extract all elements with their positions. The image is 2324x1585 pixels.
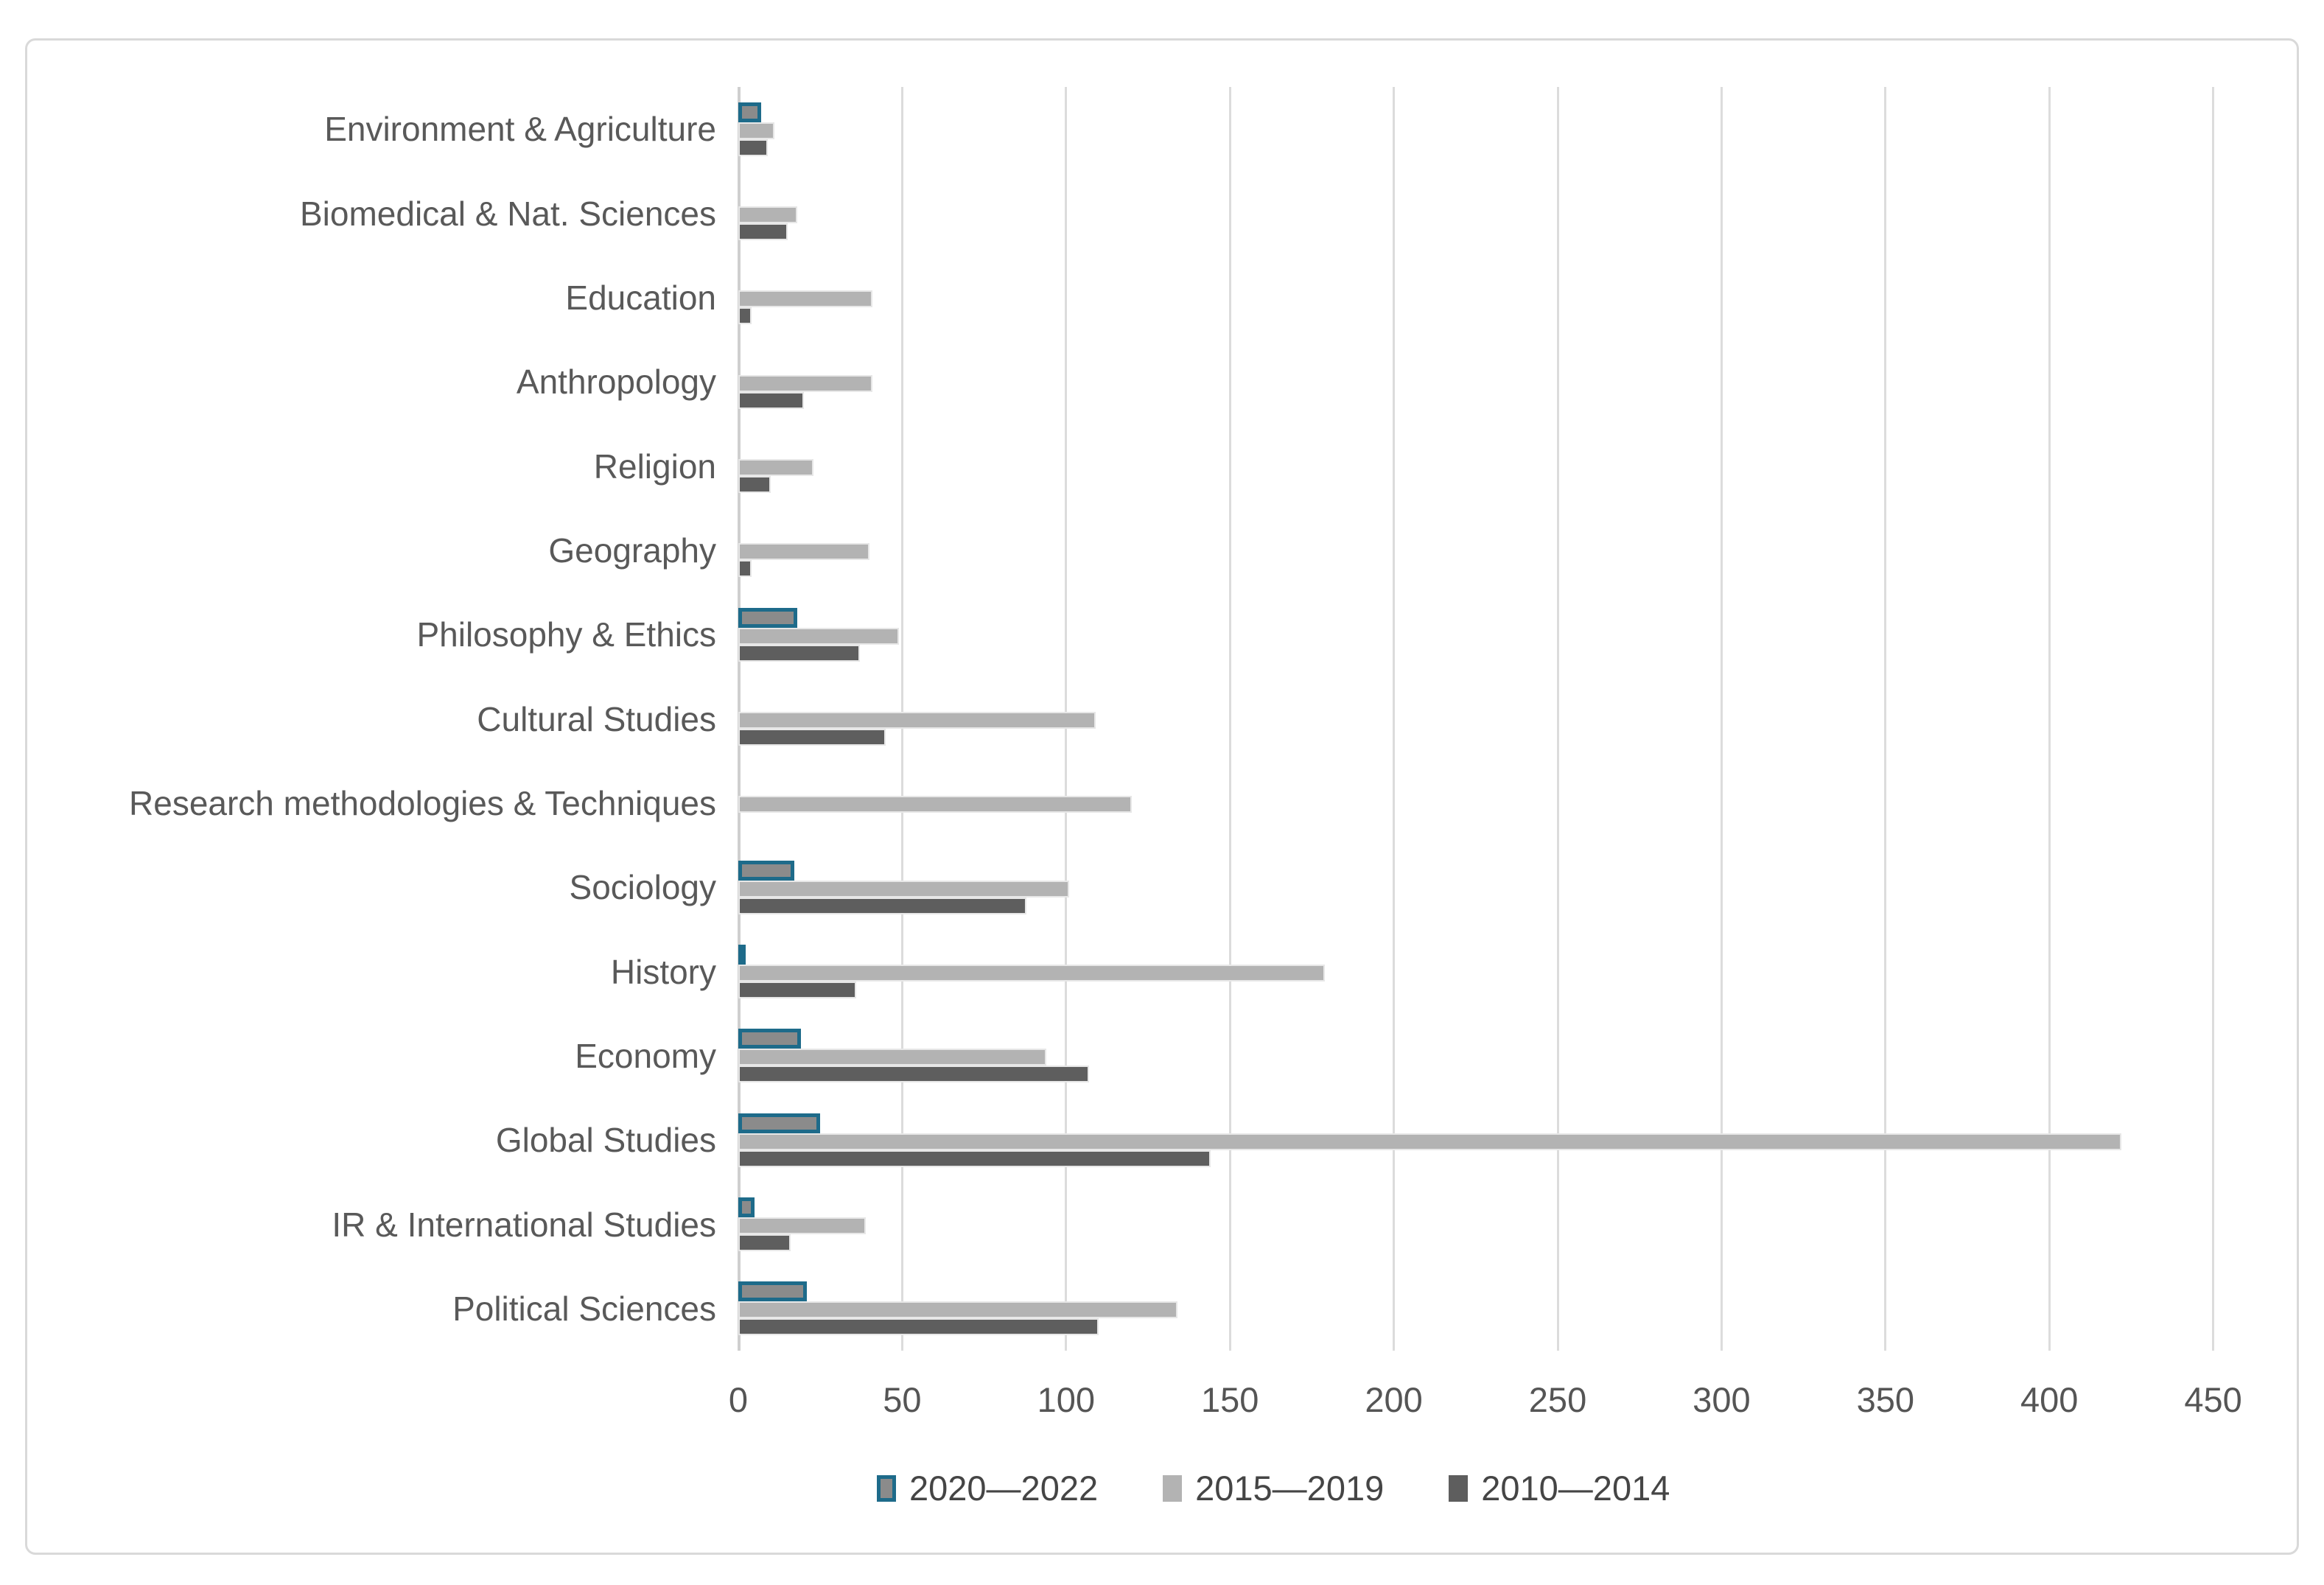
bar-2015-2019-10 [738, 964, 1326, 982]
category-label: IR & International Studies [332, 1205, 716, 1244]
bar-2015-2019-5 [738, 543, 869, 561]
bar-2020-2022-12 [738, 1113, 821, 1133]
x-tick-label-100: 100 [1037, 1380, 1096, 1419]
bar-2010-2014-10 [738, 981, 857, 998]
x-tick-label-50: 50 [883, 1380, 922, 1419]
category-label: Biomedical & Nat. Sciences [299, 194, 716, 233]
bar-2010-2014-0 [738, 139, 769, 156]
bar-2010-2014-1 [738, 223, 788, 240]
category-label: Sociology [569, 868, 716, 907]
x-tick-label-450: 450 [2184, 1380, 2242, 1419]
legend-marker-icon [1163, 1474, 1183, 1502]
legend: 2020—2022 2015—2019 2010—2014 [877, 1468, 1670, 1508]
category-label: Economy [575, 1036, 716, 1075]
legend-item-2015-2019: 2015—2019 [1163, 1468, 1384, 1508]
bar-2015-2019-1 [738, 206, 798, 223]
bar-2020-2022-0 [738, 102, 762, 122]
bar-2010-2014-6 [738, 644, 860, 662]
bar-2015-2019-13 [738, 1217, 867, 1234]
category-label: Environment & Agriculture [324, 110, 716, 149]
x-tick-label-0: 0 [728, 1380, 749, 1419]
category-label: Philosophy & Ethics [416, 615, 716, 654]
bar-2015-2019-14 [738, 1301, 1178, 1319]
bar-2020-2022-6 [738, 607, 798, 628]
bar-2020-2022-13 [738, 1197, 755, 1217]
legend-marker-icon [1449, 1474, 1469, 1502]
bar-2015-2019-6 [738, 627, 899, 645]
legend-label: 2010—2014 [1481, 1469, 1670, 1508]
bar-2010-2014-3 [738, 391, 804, 409]
category-label: Religion [593, 447, 716, 486]
bar-2020-2022-14 [738, 1281, 808, 1302]
bar-2015-2019-0 [738, 122, 774, 139]
bar-2010-2014-4 [738, 475, 771, 493]
category-label: Research methodologies & Techniques [129, 783, 716, 822]
bar-2015-2019-8 [738, 796, 1132, 814]
gridline-x-350 [1884, 87, 1887, 1351]
legend-marker-icon [877, 1474, 896, 1502]
bar-2010-2014-9 [738, 897, 1027, 914]
bar-2015-2019-2 [738, 290, 873, 308]
bar-2015-2019-3 [738, 374, 873, 392]
x-tick-label-350: 350 [1856, 1380, 1915, 1419]
bar-2015-2019-9 [738, 880, 1070, 898]
category-label: Education [565, 278, 716, 317]
legend-item-2020-2022: 2020—2022 [877, 1468, 1098, 1508]
gridline-x-150 [1228, 87, 1231, 1351]
category-label: History [610, 952, 716, 991]
bar-2015-2019-11 [738, 1049, 1047, 1066]
bar-2010-2014-12 [738, 1150, 1211, 1167]
x-tick-label-300: 300 [1693, 1380, 1751, 1419]
category-label: Geography [548, 531, 716, 570]
gridline-x-200 [1393, 87, 1396, 1351]
bar-2010-2014-13 [738, 1234, 791, 1251]
bar-2015-2019-4 [738, 458, 814, 476]
x-tick-label-150: 150 [1200, 1380, 1259, 1419]
bar-2020-2022-10 [738, 944, 746, 965]
bar-2010-2014-5 [738, 560, 752, 578]
legend-label: 2020—2022 [909, 1469, 1099, 1508]
gridline-x-400 [2048, 87, 2051, 1351]
x-tick-label-200: 200 [1365, 1380, 1423, 1419]
category-label: Anthropology [516, 363, 716, 402]
bar-2015-2019-7 [738, 711, 1096, 729]
x-tick-label-400: 400 [2020, 1380, 2079, 1419]
category-label: Cultural Studies [477, 699, 716, 738]
bar-2010-2014-11 [738, 1066, 1089, 1083]
gridline-x-300 [1720, 87, 1723, 1351]
bar-2010-2014-2 [738, 307, 752, 325]
bar-2010-2014-7 [738, 728, 886, 746]
bar-2015-2019-12 [738, 1133, 2122, 1150]
gridline-x-450 [2212, 87, 2215, 1351]
gridline-x-250 [1556, 87, 1559, 1351]
category-label: Global Studies [495, 1121, 716, 1160]
bar-2020-2022-11 [738, 1029, 801, 1049]
x-tick-label-250: 250 [1528, 1380, 1587, 1419]
bar-2020-2022-9 [738, 860, 794, 881]
category-label: Political Sciences [452, 1289, 716, 1328]
legend-label: 2015—2019 [1195, 1469, 1385, 1508]
legend-item-2010-2014: 2010—2014 [1449, 1468, 1670, 1508]
bar-2010-2014-14 [738, 1318, 1099, 1336]
